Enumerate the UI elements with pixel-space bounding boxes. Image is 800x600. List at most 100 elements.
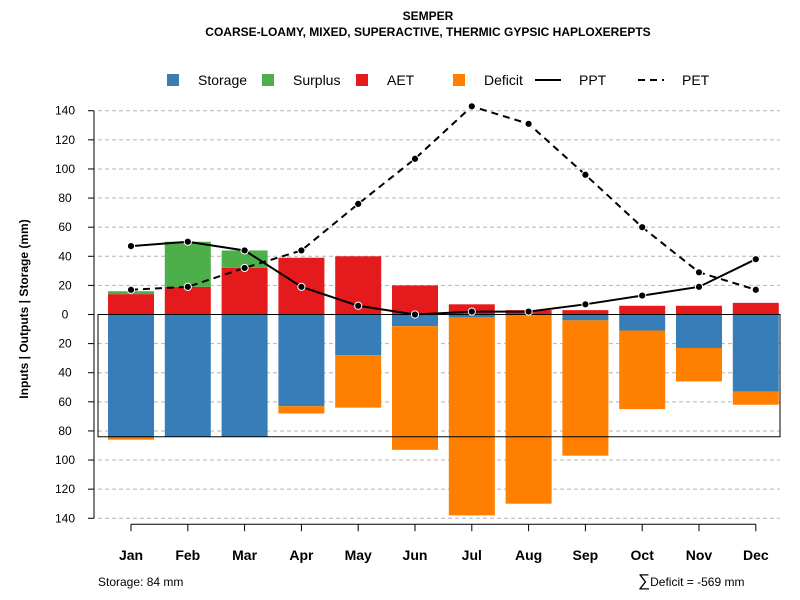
bar-storage	[732, 314, 779, 392]
pet-point	[126, 285, 136, 294]
legend-label-storage: Storage	[198, 72, 247, 88]
bar-aet	[392, 285, 438, 315]
y-tick-label: 80	[58, 424, 72, 438]
x-tick-label-may: May	[345, 547, 372, 563]
ppt-point	[467, 307, 476, 316]
x-tick-label-apr: Apr	[289, 547, 314, 563]
y-tick-label: 80	[58, 191, 72, 205]
y-tick-label: 20	[58, 278, 72, 292]
bar-aet	[562, 310, 609, 315]
bar-storage	[676, 314, 722, 348]
pet-point	[410, 154, 420, 163]
sum-symbol: ∑	[638, 571, 651, 590]
bar-deficit	[448, 317, 495, 516]
bar-aet	[732, 302, 779, 315]
x-tick-label-oct: Oct	[631, 547, 655, 563]
pet-point	[297, 246, 306, 255]
reference-lines	[97, 314, 781, 438]
bar-deficit	[676, 347, 722, 382]
y-tick-label: 100	[55, 162, 75, 176]
pet-point	[524, 119, 533, 128]
pet-point	[694, 268, 704, 277]
bar-deficit	[335, 355, 382, 408]
bar-storage	[448, 314, 495, 318]
bar-aet	[108, 294, 154, 315]
bar-aet	[164, 286, 211, 315]
x-tick-label-jun: Jun	[403, 547, 428, 563]
x-tick-label-dec: Dec	[743, 547, 769, 563]
ppt-point	[240, 246, 249, 255]
legend-label-aet: AET	[387, 72, 415, 88]
legend-swatch-surplus	[262, 74, 274, 86]
y-tick-label: 140	[55, 104, 75, 118]
ppt-point	[183, 237, 192, 246]
legend-swatch-storage	[167, 74, 179, 86]
bar-storage	[278, 314, 325, 407]
legend-label-surplus: Surplus	[293, 72, 340, 88]
ppt-line	[130, 240, 757, 316]
ppt-point	[638, 291, 647, 300]
legend: Storage Surplus AET Deficit PPT PET	[167, 72, 710, 88]
ppt-point	[751, 255, 760, 264]
bar-surplus	[164, 241, 211, 287]
pet-point	[581, 170, 590, 179]
bar-storage	[335, 314, 382, 356]
ppt-point	[524, 307, 533, 316]
ppt-point	[354, 301, 363, 310]
legend-label-pet: PET	[682, 72, 710, 88]
bar-storage	[221, 314, 268, 437]
ppt-point	[694, 282, 704, 291]
x-tick-label-jan: Jan	[119, 547, 143, 563]
pet-point	[183, 282, 192, 291]
pet-point	[751, 285, 760, 294]
y-tick-label: 120	[55, 133, 75, 147]
storage-footnote: Storage: 84 mm	[98, 575, 184, 589]
y-tick-label: 60	[58, 395, 72, 409]
x-tick-label-mar: Mar	[232, 547, 257, 563]
bar-deficit	[392, 326, 438, 450]
legend-swatch-aet	[356, 74, 368, 86]
pet-point	[240, 263, 249, 273]
y-axis-title: Inputs | Outputs | Storage (mm)	[17, 219, 31, 398]
x-tick-label-sep: Sep	[573, 547, 599, 563]
bar-surplus	[221, 250, 268, 268]
pet-point	[638, 223, 647, 232]
pet-point	[467, 102, 476, 111]
bar-aet	[619, 305, 666, 315]
y-tick-label: 40	[58, 249, 72, 263]
bar-deficit	[562, 320, 609, 456]
bar-storage	[108, 314, 154, 437]
x-tick-label-feb: Feb	[175, 547, 200, 563]
pet-line	[130, 105, 757, 291]
bar-layer	[108, 241, 779, 516]
chart-title: SEMPER	[403, 9, 454, 23]
bar-storage	[619, 314, 666, 331]
bar-deficit	[505, 314, 552, 504]
y-tick-label: 140	[55, 511, 75, 525]
x-tick-label-aug: Aug	[515, 547, 542, 563]
y-tick-label: 100	[55, 453, 75, 467]
bar-aet	[221, 267, 268, 315]
legend-label-ppt: PPT	[579, 72, 607, 88]
bar-storage	[562, 314, 609, 321]
deficit-total: Deficit = -569 mm	[650, 575, 745, 589]
bar-deficit	[108, 436, 154, 440]
y-tick-label: 60	[58, 220, 72, 234]
deficit-footnote: ∑Deficit = -569 mm	[638, 571, 744, 591]
bar-storage	[164, 314, 211, 437]
legend-swatch-deficit	[453, 74, 465, 86]
bar-aet	[676, 305, 722, 315]
chart-subtitle: COARSE-LOAMY, MIXED, SUPERACTIVE, THERMI…	[205, 25, 650, 39]
x-axis: Jan Feb Mar Apr May Jun Jul Aug Sep Oct Nov Dec	[119, 523, 769, 563]
bar-storage	[392, 314, 438, 327]
y-tick-label: 20	[58, 337, 72, 351]
line-layer	[126, 102, 760, 319]
ppt-point	[410, 310, 420, 319]
y-tick-label: 40	[58, 366, 72, 380]
y-tick-label: 120	[55, 482, 75, 496]
bar-deficit	[619, 330, 666, 410]
pet-point	[354, 199, 363, 208]
y-tick-label: 0	[62, 308, 69, 322]
bar-deficit	[278, 406, 325, 414]
